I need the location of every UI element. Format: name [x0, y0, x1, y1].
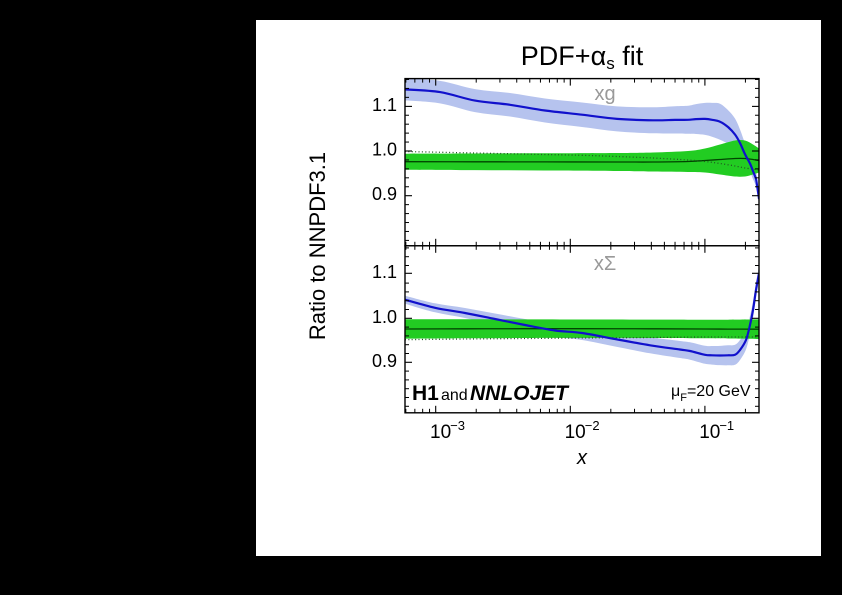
svg-text:μF=20 GeV: μF=20 GeV [671, 383, 751, 404]
svg-text:H1: H1 [412, 382, 439, 405]
svg-text:PDF+αs fit: PDF+αs fit [521, 41, 644, 73]
svg-text:and: and [441, 387, 468, 404]
svg-text:0.9: 0.9 [372, 184, 397, 204]
svg-text:xΣ: xΣ [594, 253, 616, 275]
svg-text:1.1: 1.1 [372, 262, 397, 282]
svg-text:x: x [576, 447, 588, 469]
svg-text:1.0: 1.0 [372, 307, 397, 327]
svg-text:10−2: 10−2 [565, 418, 600, 443]
svg-text:xg: xg [594, 83, 615, 105]
svg-text:1.1: 1.1 [372, 95, 397, 115]
svg-text:10−1: 10−1 [699, 418, 734, 443]
svg-text:1.0: 1.0 [372, 140, 397, 160]
svg-text:0.9: 0.9 [372, 351, 397, 371]
svg-text:10−3: 10−3 [430, 418, 465, 443]
svg-text:NNLOJET: NNLOJET [470, 382, 570, 405]
